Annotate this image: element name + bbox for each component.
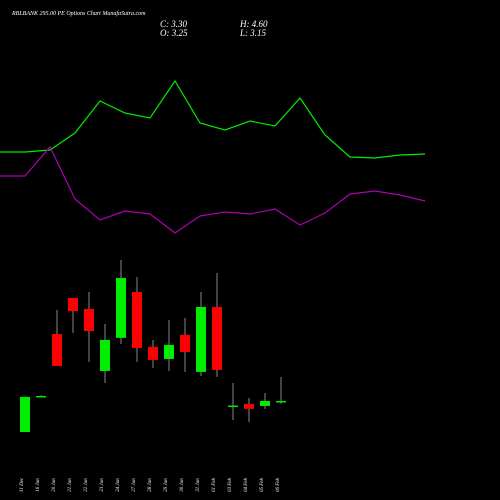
x-tick-label: 03 Feb bbox=[228, 477, 233, 492]
candle-body bbox=[244, 403, 254, 409]
candle-body bbox=[196, 306, 206, 372]
candle-body bbox=[100, 339, 110, 371]
x-tick-label: 31 Jan bbox=[196, 478, 201, 492]
candle-body bbox=[212, 306, 222, 370]
x-tick-label: 04 Feb bbox=[244, 477, 249, 492]
x-tick-label: 22 Jan bbox=[84, 478, 89, 492]
candle-body bbox=[68, 297, 78, 312]
x-tick-label: 21 Jan bbox=[68, 478, 73, 492]
candle-body bbox=[20, 396, 30, 433]
candle-body bbox=[116, 277, 126, 338]
candle-body bbox=[84, 309, 94, 332]
chart-title: RBLBANK 295.00 PE Options Chart MunafaSu… bbox=[11, 10, 146, 17]
high-label: H: 4.60 bbox=[239, 19, 268, 29]
x-tick-label: 23 Jan bbox=[100, 478, 105, 492]
indicator-line bbox=[0, 79, 426, 159]
candle-body bbox=[148, 346, 158, 360]
x-tick-label: 06 Feb bbox=[276, 477, 281, 492]
x-tick-label: 30 Jan bbox=[180, 478, 185, 492]
x-tick-label: 27 Jan bbox=[132, 478, 137, 492]
open-label: O: 3.25 bbox=[160, 28, 188, 38]
candle-body bbox=[164, 344, 174, 359]
x-tick-label: 31 Dec bbox=[20, 477, 25, 492]
candle-body bbox=[132, 291, 142, 349]
candle-body bbox=[36, 395, 46, 398]
candle-body bbox=[52, 333, 62, 366]
candle-body bbox=[260, 400, 270, 406]
x-tick-label: 28 Jan bbox=[148, 478, 153, 492]
x-tick-label: 24 Jan bbox=[116, 478, 121, 492]
candle-body bbox=[228, 405, 238, 408]
x-tick-label: 20 Jan bbox=[52, 478, 57, 492]
candle-body bbox=[180, 334, 190, 352]
indicator-line bbox=[0, 145, 426, 234]
x-tick-label: 01 Feb bbox=[212, 477, 217, 492]
x-tick-label: 16 Jan bbox=[36, 478, 41, 492]
close-label: C: 3.30 bbox=[160, 19, 188, 29]
low-label: L: 3.15 bbox=[239, 28, 267, 38]
x-tick-label: 29 Jan bbox=[164, 478, 169, 492]
x-tick-label: 05 Feb bbox=[260, 477, 265, 492]
candle-body bbox=[276, 400, 286, 403]
